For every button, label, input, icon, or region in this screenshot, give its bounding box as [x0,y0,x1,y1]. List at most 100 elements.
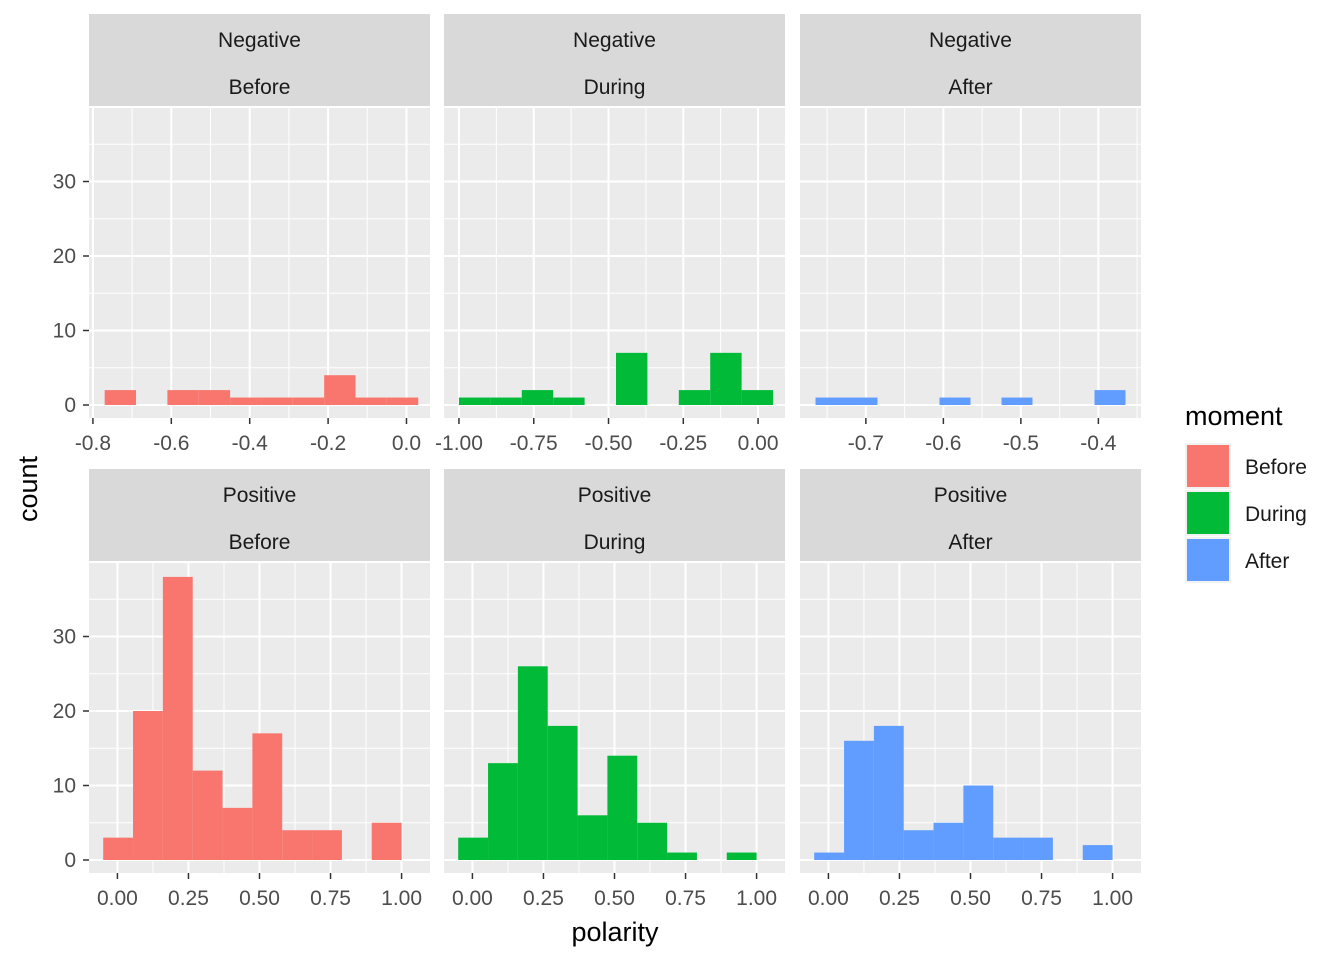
facet-strip-label-polarity: Negative [929,29,1012,52]
facet-strip [800,14,1141,107]
histogram-bar [903,830,934,860]
histogram-bar [324,375,356,405]
x-tick-label: -0.5 [1003,432,1039,455]
facet-strip [89,469,430,562]
histogram-bar [607,755,638,860]
x-tick-label: -0.4 [1080,432,1117,455]
x-tick-label: 0.75 [1021,887,1062,910]
legend-key-during [1187,492,1229,534]
histogram-bar [261,397,293,405]
histogram-bar [846,397,878,405]
facet-panel-negative-during: Negative During -1.00 -0.75 -0.50 -0.25 0.00 [435,14,785,455]
x-tick-label: 0.25 [523,887,564,910]
x-tick-label: 1.00 [381,887,422,910]
facet-strip-label-moment: After [948,76,992,99]
facet-panel-negative-before: Negative Before -0.8 -0.6 -0.4 -0.2 0.0 0 10 20 30 [53,14,430,455]
histogram-bar [553,397,585,405]
histogram-bar [198,390,231,405]
histogram-bar [1001,397,1033,405]
histogram-bar [103,837,134,860]
facet-strip-label-polarity: Positive [223,484,297,507]
histogram-bar [252,733,283,860]
histogram-bar [488,763,518,860]
facet-strip-label-moment: After [948,531,992,554]
x-tick-label: 0.00 [738,432,779,455]
y-tick-label: 20 [53,245,76,268]
legend-key-before [1187,445,1229,487]
legend-key-after [1187,539,1229,581]
y-tick-label: 20 [53,700,76,723]
facet-strip-label-polarity: Negative [218,29,301,52]
facet-panel-positive-during: Positive During 0.00 0.25 0.50 0.75 1.00 [444,469,785,910]
y-axis-title: count [13,455,43,522]
panel-background [89,107,430,418]
x-tick-label: -0.7 [848,432,884,455]
x-tick-label: 0.50 [594,887,635,910]
x-tick-label: 0.25 [879,887,920,910]
histogram-bar [873,725,904,860]
y-tick-label: 10 [53,775,76,798]
x-tick-label: -0.75 [510,432,558,455]
histogram-bar [814,852,845,860]
x-tick-label: -0.4 [232,432,269,455]
x-tick-label: 1.00 [736,887,777,910]
y-tick-label: 30 [53,171,76,194]
histogram-bar [162,576,193,860]
histogram-bar [678,390,711,405]
facet-strip-label-moment: Before [229,531,291,554]
histogram-bar [741,390,774,405]
histogram-bar [192,770,223,860]
histogram-bar [939,397,971,405]
histogram-bar [577,815,608,860]
y-tick-label: 0 [64,849,76,872]
histogram-bar [815,397,847,405]
histogram-bar [292,397,325,405]
x-tick-label: -0.6 [153,432,189,455]
x-tick-label: 0.50 [239,887,280,910]
legend: moment Before During After [1185,401,1307,583]
histogram-bar [517,666,548,860]
y-tick-label: 10 [53,320,76,343]
x-tick-label: 0.75 [665,887,706,910]
facet-strip-label-moment: During [584,531,646,554]
x-tick-label: 0.25 [168,887,209,910]
x-tick-label: 0.00 [97,887,138,910]
facet-strip-label-polarity: Positive [578,484,652,507]
histogram-bar [230,397,262,405]
histogram-bar [282,830,313,860]
histogram-bar [490,397,522,405]
histogram-bar [615,352,648,405]
histogram-bar [1094,390,1126,405]
histogram-bar [222,807,253,860]
x-tick-label: 0.50 [950,887,991,910]
x-axis-title: polarity [571,917,659,947]
facet-strip [800,469,1141,562]
histogram-bar [933,822,964,860]
facet-strip [444,469,785,562]
x-tick-label: -1.00 [435,432,483,455]
facet-strip [89,14,430,107]
histogram-bar [547,725,578,860]
facet-panel-negative-after: Negative After -0.7 -0.6 -0.5 -0.4 [800,14,1141,455]
x-tick-label: 0.0 [392,432,421,455]
panel-background [800,107,1141,418]
legend-title: moment [1185,401,1283,431]
legend-label-before: Before [1245,456,1307,479]
legend-label-during: During [1245,503,1307,526]
x-tick-label: -0.2 [310,432,346,455]
y-tick-label: 0 [64,394,76,417]
facet-panel-positive-before: Positive Before 0.00 0.25 0.50 0.75 1.00 0 10 20 3… [53,469,430,910]
histogram-bar [458,837,489,860]
histogram-bar [371,822,402,860]
histogram-bar [844,740,874,860]
facet-strip-label-moment: During [584,76,646,99]
histogram-bar [710,352,742,405]
x-tick-label: -0.6 [925,432,961,455]
histogram-bar [521,390,554,405]
histogram-bar [104,390,137,405]
histogram-bar [312,830,342,860]
x-tick-label: -0.8 [75,432,111,455]
x-tick-label: -0.25 [659,432,707,455]
